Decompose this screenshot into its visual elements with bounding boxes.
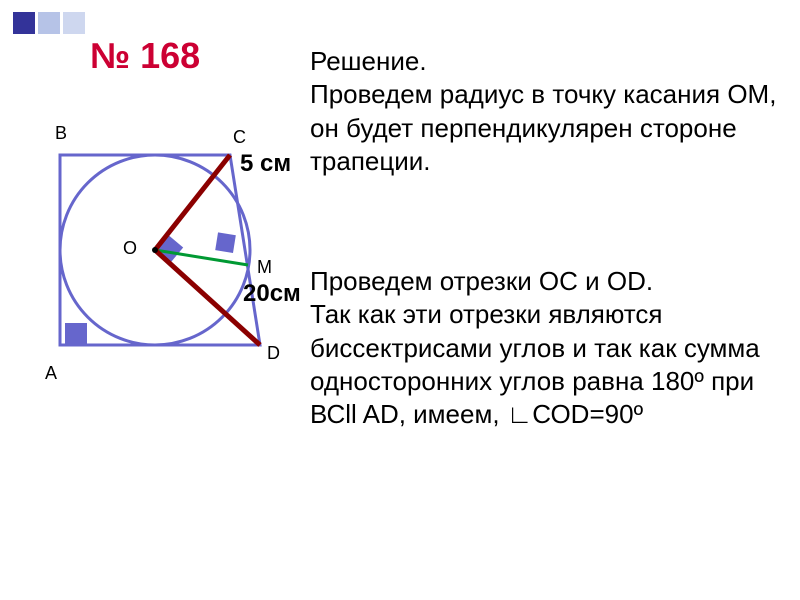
geometry-diagram: A B C D M O <box>35 95 295 395</box>
label-a: A <box>45 363 57 384</box>
problem-number: № 168 <box>90 35 200 77</box>
deco-sq-2 <box>38 12 60 34</box>
right-angle-m <box>215 232 236 253</box>
measure-cm-5: 5 см <box>240 150 291 178</box>
measure-cm-20: 20см <box>243 280 301 308</box>
right-angle-a <box>65 323 87 345</box>
label-c: C <box>233 127 246 148</box>
right-angle-o <box>155 235 183 263</box>
solution-paragraph-1: Решение.Проведем радиус в точку касания … <box>310 45 785 178</box>
label-o: O <box>123 238 137 259</box>
corner-decoration <box>8 8 98 38</box>
deco-sq-3 <box>63 12 85 34</box>
deco-sq-1 <box>13 12 35 34</box>
solution-paragraph-2: Проведем отрезки ОС и ОD.Так как эти отр… <box>310 265 785 431</box>
point-o-dot <box>152 247 158 253</box>
label-b: B <box>55 123 67 144</box>
label-m: M <box>257 257 272 278</box>
label-d: D <box>267 343 280 364</box>
